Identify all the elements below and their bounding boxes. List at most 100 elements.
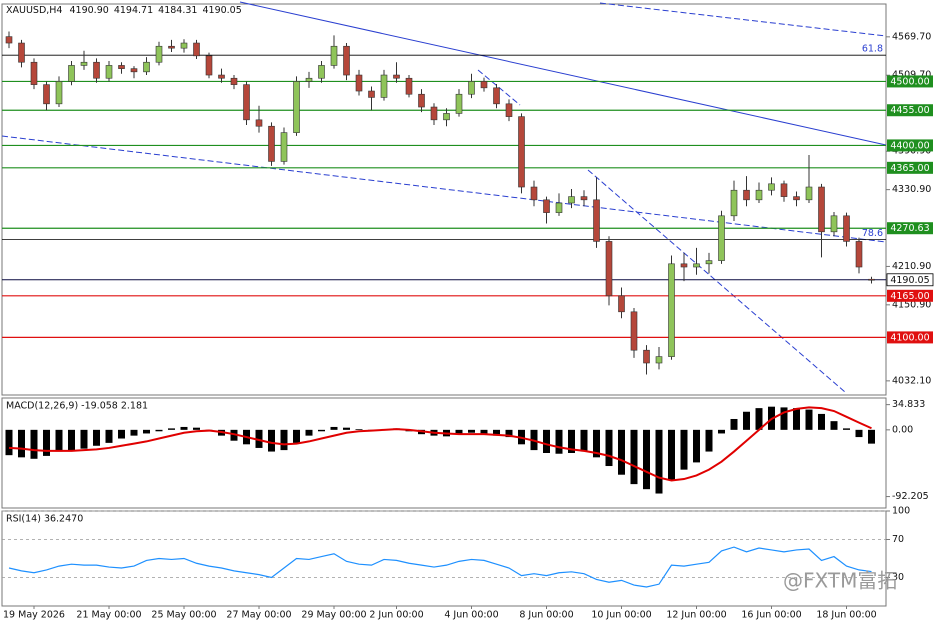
candle-body <box>80 61 88 66</box>
low-label: 4184.31 <box>158 5 197 16</box>
macd-bar <box>18 429 25 458</box>
candle-body <box>418 93 425 108</box>
candle-body <box>543 199 550 213</box>
candle-body <box>393 74 400 79</box>
trend-line <box>587 169 846 393</box>
level-badge <box>887 104 933 117</box>
candle-body <box>593 199 600 242</box>
candle-body <box>218 74 225 79</box>
candle-body <box>230 77 238 85</box>
x-tick-label: 25 May 00:00 <box>151 610 216 621</box>
macd-bar <box>805 409 813 430</box>
signal-line <box>8 406 872 482</box>
rsi-panel <box>1 510 887 607</box>
macd-bar <box>668 429 675 481</box>
candle-body <box>155 45 163 63</box>
level-badge <box>887 289 933 302</box>
candle-body <box>605 241 613 297</box>
candle-body <box>718 215 725 261</box>
candle-body <box>868 278 875 281</box>
candle-body <box>855 241 863 268</box>
level-badge <box>887 161 933 174</box>
candle-body <box>318 65 325 79</box>
macd-bar <box>830 421 838 430</box>
candle-body <box>680 263 688 268</box>
candle-body <box>618 295 625 313</box>
macd-bar <box>168 428 175 430</box>
candle-body <box>205 55 213 76</box>
y-tick-label: 34.833 <box>892 399 925 410</box>
candle-body <box>105 65 113 79</box>
macd-bar <box>43 429 50 456</box>
y-tick-label: 4032.10 <box>892 375 931 386</box>
rsi-line <box>8 546 872 588</box>
macd-bar <box>580 429 588 452</box>
candle-body <box>518 116 525 188</box>
macd-bar <box>693 429 700 463</box>
candle-body <box>705 260 713 265</box>
macd-bar <box>455 429 463 435</box>
macd-bar <box>793 408 800 430</box>
macd-bar <box>818 413 825 430</box>
macd-bar <box>55 429 63 452</box>
candle-body <box>193 42 200 57</box>
candle-body <box>455 93 463 114</box>
candle-body <box>68 65 75 82</box>
level-badge <box>887 75 933 88</box>
candle-body <box>580 196 588 201</box>
macd-bar <box>143 429 150 434</box>
macd-bar <box>630 429 638 485</box>
candle-body <box>5 36 13 44</box>
candle-body <box>768 183 775 191</box>
watermark: @FXTM富拓 <box>783 569 897 593</box>
candle-body <box>730 189 738 217</box>
x-tick-label: 10 Jun 00:00 <box>591 610 651 621</box>
candle-body <box>530 186 538 201</box>
trend-line <box>599 2 887 37</box>
candle-body <box>180 42 188 49</box>
price-panel <box>1 3 887 396</box>
y-tick-label: 4569.70 <box>892 31 931 42</box>
candle-body <box>480 81 488 89</box>
macd-bar <box>318 429 325 432</box>
x-tick-label: 27 May 00:00 <box>226 610 291 621</box>
x-tick-label: 18 Jun 00:00 <box>816 610 876 621</box>
level-label: 4100.00 <box>890 332 929 343</box>
macd-bar <box>605 429 613 467</box>
macd-bar <box>68 429 75 451</box>
macd-bar <box>305 429 313 436</box>
macd-bar <box>105 429 113 443</box>
x-tick-label: 21 May 00:00 <box>76 610 141 621</box>
y-tick-label: 4150.90 <box>892 299 931 310</box>
candle-body <box>668 263 675 357</box>
y-tick-label: 70 <box>892 534 904 545</box>
candle-body <box>93 61 100 79</box>
macd-bar <box>780 407 788 430</box>
macd-bar <box>255 429 263 448</box>
macd-bar <box>180 426 188 430</box>
level-label: 4500.00 <box>890 76 929 87</box>
x-tick-label: 16 Jun 00:00 <box>741 610 801 621</box>
candle-body <box>118 65 125 69</box>
level-label: 4365.00 <box>890 163 929 174</box>
macd-bar <box>118 429 125 439</box>
trend-line <box>1 135 887 243</box>
macd-bar <box>230 429 238 441</box>
macd-bar <box>643 429 650 490</box>
candle-body <box>280 132 288 162</box>
candle-body <box>818 186 825 233</box>
macd-bar <box>655 429 663 494</box>
candle-body <box>143 61 150 73</box>
y-tick-label: 4330.90 <box>892 184 931 195</box>
level-label: 4165.00 <box>890 291 929 302</box>
candle-body <box>55 81 63 105</box>
macd-bar <box>505 429 513 438</box>
macd-bar <box>468 429 475 433</box>
macd-bar <box>330 426 338 430</box>
trend-lines <box>1 1 887 393</box>
close-label: 4190.05 <box>202 5 241 16</box>
level-label: 4270.63 <box>890 223 929 234</box>
candle-body <box>505 103 513 117</box>
macd-bar <box>293 429 300 443</box>
